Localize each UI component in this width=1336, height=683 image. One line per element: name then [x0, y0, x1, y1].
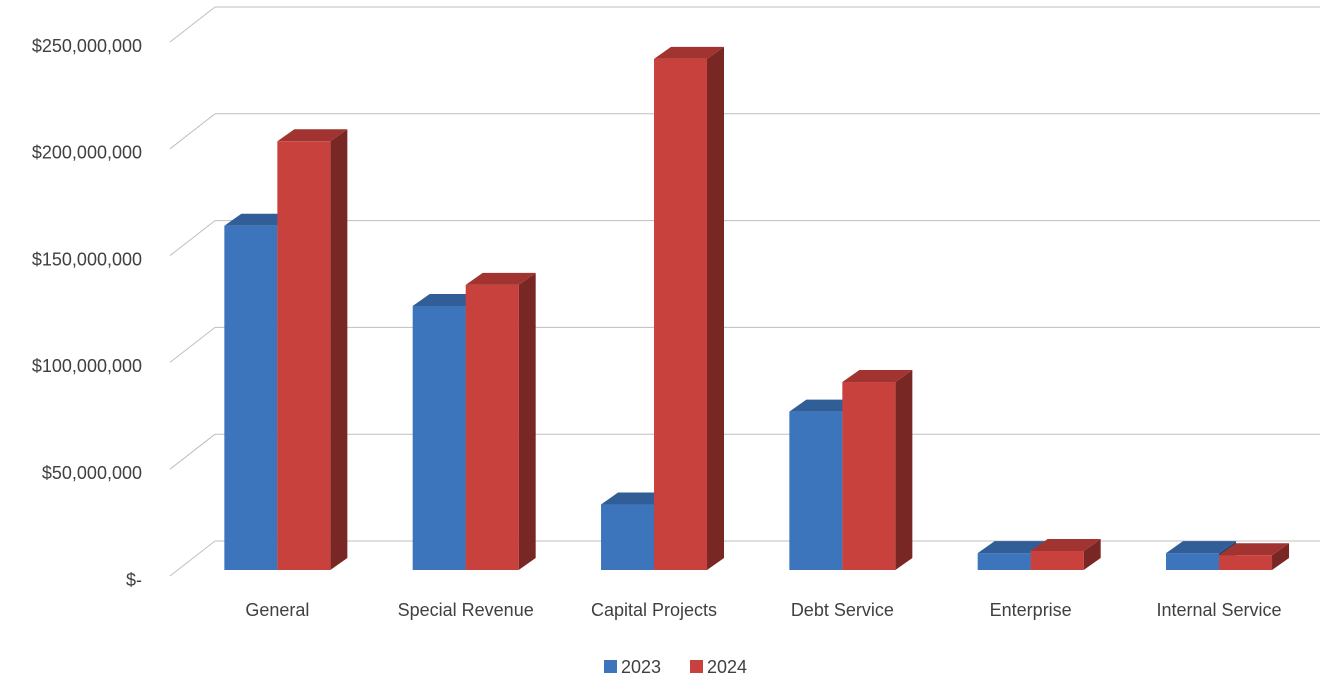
bar-top [977, 541, 1048, 554]
bar [654, 46, 725, 571]
legend-label: 2023 [621, 657, 661, 677]
bar-side [1272, 543, 1290, 570]
bar [465, 272, 536, 570]
bar-front [789, 411, 843, 570]
x-tick-label: General [245, 600, 309, 620]
y-tick-label: $250,000,000 [32, 36, 142, 56]
grid-line [169, 6, 216, 43]
bar-front [1166, 553, 1220, 570]
bar [1030, 538, 1101, 570]
bar-front [1030, 550, 1084, 570]
bar-side [518, 272, 536, 570]
bar-top [277, 129, 348, 142]
grid-line [169, 220, 216, 256]
grid-line [169, 433, 216, 470]
bar-front [1219, 555, 1273, 570]
bar-top [1166, 541, 1237, 554]
y-tick-label: $200,000,000 [32, 143, 142, 163]
x-tick-label: Capital Projects [591, 600, 717, 620]
legend-swatch [604, 660, 617, 673]
bar-side [1083, 538, 1101, 570]
x-tick-label: Enterprise [990, 600, 1072, 620]
x-tick-label: Internal Service [1156, 600, 1281, 620]
bar-front [224, 225, 278, 570]
bar-top [601, 492, 672, 505]
bar-front [654, 58, 708, 571]
bar [1219, 543, 1290, 570]
bar-side [707, 46, 725, 571]
y-tick-label: $150,000,000 [32, 249, 142, 269]
bar-front [842, 382, 896, 570]
bar-top [224, 213, 295, 226]
bar-top [1030, 538, 1101, 551]
bar [277, 129, 348, 570]
bar-top [465, 272, 536, 285]
bar-top [412, 294, 483, 306]
bar-side [330, 129, 348, 570]
bar-front [977, 553, 1031, 570]
bar-front [601, 504, 655, 570]
bar-side [895, 370, 913, 570]
y-tick-label: $100,000,000 [32, 356, 142, 376]
x-tick-label: Debt Service [791, 600, 894, 620]
legend-swatch [690, 660, 703, 673]
bar-front [412, 306, 466, 570]
grid-line [169, 540, 216, 577]
grid-line [169, 113, 216, 150]
x-tick-label: Special Revenue [398, 600, 534, 620]
legend-label: 2024 [707, 657, 747, 677]
bar-front [465, 284, 519, 570]
y-tick-label: $- [126, 570, 142, 590]
bar-top [789, 399, 860, 412]
grid-line [169, 327, 216, 363]
bar-top [842, 370, 913, 383]
y-tick-label: $50,000,000 [42, 463, 142, 483]
bar-top [1219, 543, 1290, 556]
bar [842, 370, 913, 570]
bar-top [654, 46, 725, 59]
bar-front [277, 141, 331, 570]
